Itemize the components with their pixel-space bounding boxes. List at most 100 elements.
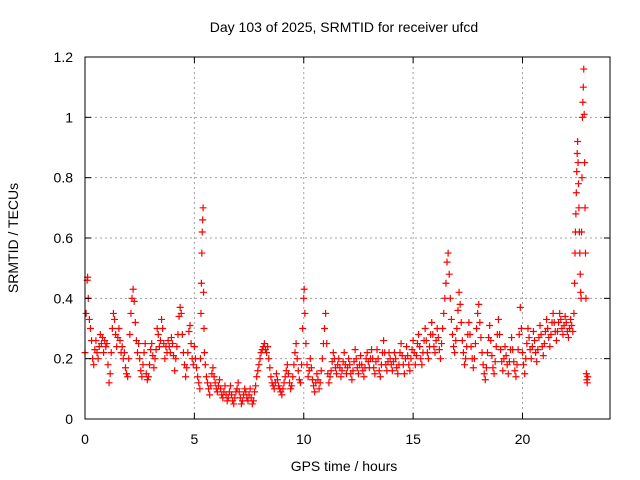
data-point	[444, 249, 452, 257]
data-point	[140, 349, 148, 357]
y-tick-label: 0.8	[54, 170, 74, 186]
data-point	[374, 355, 382, 363]
data-point	[253, 373, 261, 381]
data-point	[571, 279, 579, 287]
data-point	[511, 367, 519, 375]
data-point	[107, 349, 115, 357]
data-point	[434, 334, 442, 342]
data-point	[499, 367, 507, 375]
data-point	[322, 309, 330, 317]
x-tick-label: 0	[81, 431, 89, 447]
data-point	[197, 355, 204, 363]
data-point	[104, 361, 112, 369]
data-point	[516, 303, 524, 311]
data-point	[152, 346, 160, 354]
data-point	[547, 331, 555, 339]
x-axis-label: GPS time / hours	[291, 458, 398, 474]
data-point	[494, 315, 502, 323]
data-point	[267, 373, 275, 381]
data-point	[488, 352, 496, 360]
data-point	[569, 328, 577, 336]
data-point	[417, 355, 425, 363]
data-point	[201, 361, 209, 369]
data-point	[195, 379, 203, 387]
data-point	[116, 337, 124, 345]
data-point	[254, 367, 262, 375]
y-axis-label: SRMTID / TECUs	[5, 183, 21, 293]
data-point	[121, 364, 129, 372]
data-point	[363, 349, 371, 357]
x-tick-label: 10	[296, 431, 312, 447]
data-point	[474, 309, 482, 317]
data-point	[249, 397, 257, 405]
data-point	[291, 349, 299, 357]
data-point	[303, 361, 311, 369]
data-point	[150, 364, 158, 372]
data-point	[279, 385, 287, 393]
data-point	[256, 355, 264, 363]
data-point	[528, 343, 536, 351]
data-point	[561, 312, 569, 320]
data-point	[572, 210, 580, 218]
data-point	[187, 340, 195, 348]
data-point	[137, 367, 145, 375]
data-point	[299, 325, 307, 332]
data-point	[346, 361, 354, 369]
data-point	[230, 400, 238, 408]
data-point	[106, 370, 114, 378]
data-point	[177, 309, 185, 317]
data-point	[579, 98, 587, 106]
data-point	[100, 349, 108, 357]
data-point	[403, 343, 411, 351]
data-point	[370, 364, 378, 372]
data-point	[154, 331, 162, 339]
data-point	[449, 331, 456, 339]
data-point	[543, 315, 551, 323]
data-point	[321, 325, 329, 332]
data-point	[283, 361, 291, 369]
data-point	[581, 159, 589, 167]
y-tick-label: 0.2	[54, 351, 74, 367]
data-point	[435, 346, 443, 354]
data-point	[517, 325, 525, 332]
data-point	[580, 110, 588, 118]
data-point	[138, 373, 146, 381]
y-tick-label: 0.4	[54, 290, 74, 306]
data-point	[289, 373, 297, 381]
data-point	[574, 137, 582, 145]
data-point	[473, 325, 481, 332]
data-point	[529, 328, 537, 336]
data-point	[292, 340, 300, 348]
data-point	[582, 370, 590, 378]
data-point	[574, 159, 582, 167]
data-point	[360, 373, 368, 381]
data-point	[490, 370, 498, 378]
data-point	[582, 294, 590, 302]
data-point	[105, 379, 113, 387]
data-point	[458, 337, 466, 345]
y-tick-label: 1.2	[54, 49, 74, 65]
data-point	[430, 343, 438, 351]
data-point	[329, 349, 337, 357]
data-point	[502, 352, 510, 360]
data-point	[318, 355, 326, 363]
data-point	[476, 318, 484, 326]
data-point	[94, 355, 102, 363]
data-point	[404, 352, 412, 360]
data-point	[492, 343, 500, 351]
data-point	[126, 331, 134, 339]
data-point	[213, 388, 221, 396]
data-point	[487, 337, 495, 345]
data-point	[109, 309, 117, 317]
data-point	[316, 379, 324, 387]
data-point	[573, 168, 581, 176]
data-point	[300, 285, 308, 293]
data-point	[255, 361, 263, 369]
data-point	[508, 334, 516, 342]
data-point	[306, 355, 314, 363]
data-point	[326, 373, 334, 381]
data-point	[470, 355, 478, 363]
data-point	[197, 309, 205, 317]
